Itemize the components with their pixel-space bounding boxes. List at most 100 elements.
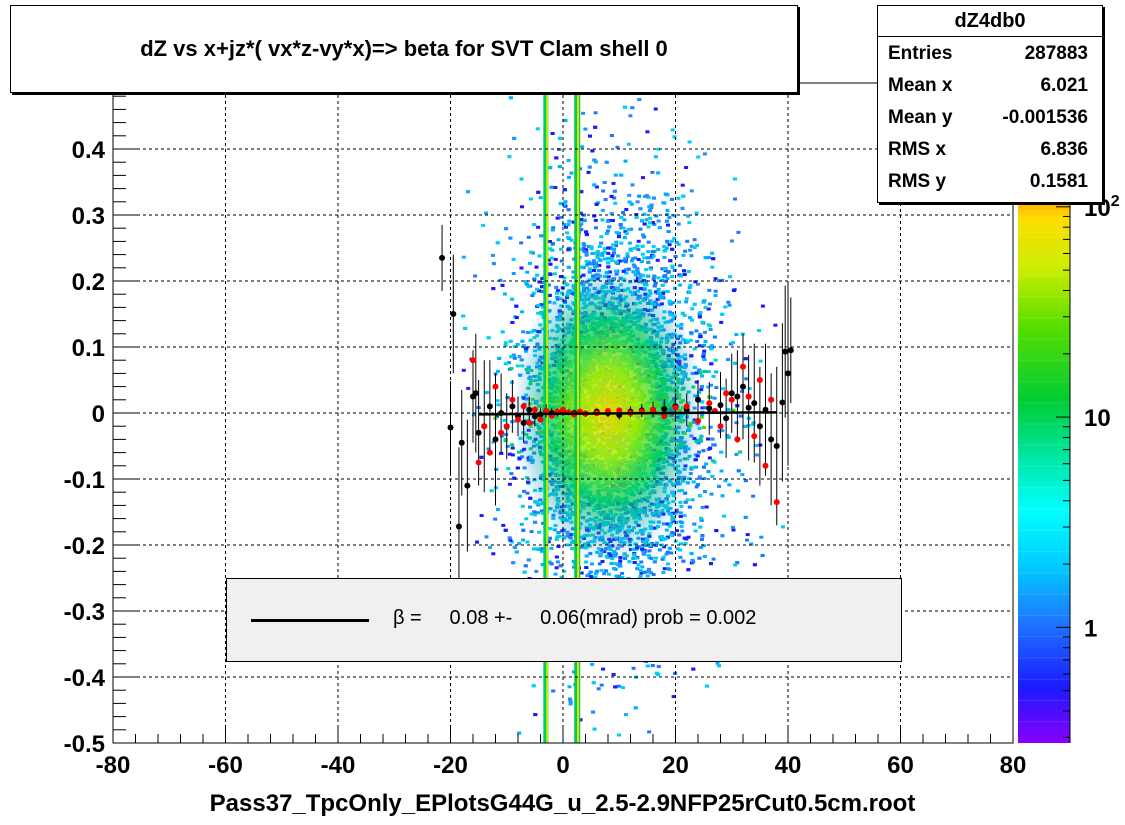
density-cell xyxy=(738,414,743,418)
density-cell xyxy=(563,200,568,204)
density-cell xyxy=(503,292,507,296)
density-cell xyxy=(656,147,661,151)
density-cell xyxy=(500,283,505,287)
density-cell xyxy=(521,330,526,334)
density-cell xyxy=(751,422,756,426)
density-cell xyxy=(600,218,605,222)
density-cell xyxy=(623,230,628,234)
density-cell xyxy=(540,281,545,284)
density-cell xyxy=(525,491,530,495)
density-cell xyxy=(514,316,519,319)
density-cell xyxy=(602,572,607,576)
density-cell xyxy=(514,550,519,554)
density-cell xyxy=(563,118,568,122)
density-cell xyxy=(679,542,683,546)
density-cell xyxy=(554,555,559,559)
density-cell xyxy=(617,235,621,239)
density-cell xyxy=(592,183,597,187)
density-cell xyxy=(644,268,649,272)
density-cell xyxy=(664,219,669,223)
density-cell xyxy=(524,282,529,286)
density-cell xyxy=(694,211,699,215)
density-cell xyxy=(711,557,716,561)
density-cell xyxy=(689,189,694,193)
density-cell xyxy=(619,241,624,245)
density-cell xyxy=(736,230,741,234)
density-cell xyxy=(719,469,724,473)
density-cell xyxy=(508,538,513,542)
density-cell xyxy=(566,265,571,269)
density-cell xyxy=(712,335,717,339)
density-cell xyxy=(611,673,616,677)
density-cell xyxy=(509,540,514,544)
density-cell xyxy=(677,533,682,537)
density-cell xyxy=(503,362,508,366)
density-cell xyxy=(654,671,659,675)
density-cell xyxy=(706,370,711,374)
density-cell xyxy=(525,331,530,334)
density-cell xyxy=(654,541,659,545)
density-cell xyxy=(740,389,745,393)
density-cell xyxy=(701,352,706,356)
density-cell xyxy=(548,272,553,276)
density-cell xyxy=(714,386,719,390)
density-cell xyxy=(697,344,702,348)
density-cell xyxy=(676,242,681,246)
density-cell xyxy=(481,223,486,227)
density-cell xyxy=(548,166,553,170)
density-cell xyxy=(656,665,661,668)
density-cell xyxy=(509,472,514,476)
density-cell xyxy=(484,211,488,215)
density-cell xyxy=(649,571,654,575)
density-cell xyxy=(627,193,632,197)
density-cell xyxy=(605,229,610,233)
density-cell xyxy=(572,670,577,674)
density-cell xyxy=(715,661,720,665)
density-cell xyxy=(473,274,478,278)
density-cell xyxy=(745,533,750,537)
density-cell xyxy=(709,347,714,351)
density-cell xyxy=(631,263,636,267)
density-cell xyxy=(759,535,764,539)
density-cell xyxy=(705,684,710,688)
density-cell xyxy=(591,262,596,265)
density-cell xyxy=(520,310,525,314)
density-cell xyxy=(494,467,499,471)
density-cell xyxy=(494,414,499,418)
density-cell xyxy=(707,456,712,460)
density-cell xyxy=(522,570,527,574)
density-cell xyxy=(499,451,504,455)
density-cell xyxy=(709,383,713,387)
density-cell xyxy=(625,255,630,258)
density-cell xyxy=(566,158,571,162)
density-cell xyxy=(702,349,707,353)
density-cell xyxy=(562,202,566,206)
density-cell xyxy=(611,251,616,255)
density-cell xyxy=(655,258,660,262)
density-cell xyxy=(598,259,603,262)
density-cell xyxy=(692,238,697,242)
density-cell xyxy=(713,289,718,293)
density-cell xyxy=(507,361,511,365)
density-cell xyxy=(547,283,551,287)
density-cell xyxy=(657,548,662,552)
density-cell xyxy=(550,132,555,135)
density-cell xyxy=(644,218,649,222)
density-cell xyxy=(646,256,650,260)
density-cell xyxy=(619,215,624,219)
density-cell xyxy=(643,195,648,198)
density-cell xyxy=(726,435,731,439)
density-cell xyxy=(636,239,641,243)
density-cell xyxy=(562,188,567,192)
density-cell xyxy=(709,492,714,496)
density-cell xyxy=(639,260,644,263)
density-cell xyxy=(666,230,671,233)
density-cell xyxy=(593,125,598,129)
density-cell xyxy=(466,386,471,390)
density-cell xyxy=(678,274,683,278)
density-cell xyxy=(736,469,741,473)
density-cell xyxy=(571,220,576,224)
density-cell xyxy=(654,214,659,218)
density-cell xyxy=(664,246,669,250)
density-cell xyxy=(584,233,589,237)
